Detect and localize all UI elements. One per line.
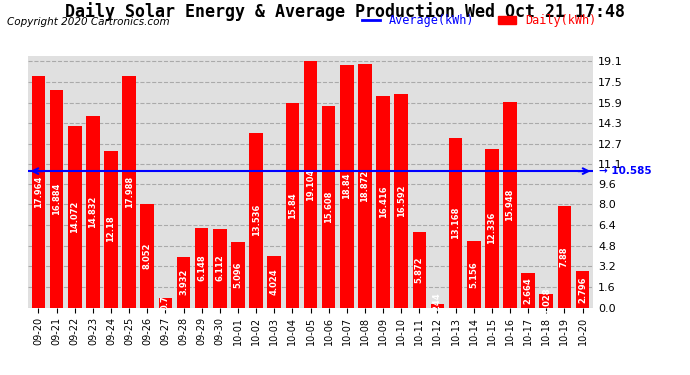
Bar xyxy=(485,148,499,308)
Bar xyxy=(286,104,299,308)
Bar xyxy=(213,229,226,308)
Text: 6.148: 6.148 xyxy=(197,255,206,281)
Bar xyxy=(159,298,172,307)
Text: 15.84: 15.84 xyxy=(288,192,297,219)
Text: 2.796: 2.796 xyxy=(578,276,587,303)
Text: Copyright 2020 Cartronics.com: Copyright 2020 Cartronics.com xyxy=(7,17,170,27)
Bar xyxy=(32,76,46,308)
Bar xyxy=(104,151,118,308)
Text: 18.84: 18.84 xyxy=(342,173,351,200)
Text: → 10.585: → 10.585 xyxy=(599,166,651,176)
Bar xyxy=(50,90,63,308)
Text: 2.664: 2.664 xyxy=(524,277,533,304)
Bar xyxy=(340,65,353,308)
Text: 4.024: 4.024 xyxy=(270,268,279,295)
Bar xyxy=(448,138,462,308)
Legend: Average(kWh), Daily(kWh): Average(kWh), Daily(kWh) xyxy=(357,10,601,32)
Text: 17.964: 17.964 xyxy=(34,176,43,208)
Text: 14.072: 14.072 xyxy=(70,201,79,233)
Bar xyxy=(540,294,553,307)
Text: 0.7: 0.7 xyxy=(161,296,170,310)
Text: 12.18: 12.18 xyxy=(106,216,115,242)
Bar xyxy=(522,273,535,308)
Text: 16.884: 16.884 xyxy=(52,183,61,215)
Text: 5.156: 5.156 xyxy=(469,261,478,288)
Text: 15.948: 15.948 xyxy=(506,189,515,221)
Bar xyxy=(304,62,317,308)
Bar xyxy=(358,64,372,308)
Text: 16.416: 16.416 xyxy=(379,185,388,218)
Text: 16.592: 16.592 xyxy=(397,184,406,217)
Text: 14.832: 14.832 xyxy=(88,196,97,228)
Text: 17.988: 17.988 xyxy=(125,176,134,208)
Bar xyxy=(322,106,335,308)
Text: 13.168: 13.168 xyxy=(451,207,460,239)
Text: 0.244: 0.244 xyxy=(433,292,442,319)
Bar xyxy=(268,256,281,308)
Bar xyxy=(575,272,589,308)
Text: 13.536: 13.536 xyxy=(252,204,261,237)
Bar xyxy=(68,126,81,308)
Text: 1.028: 1.028 xyxy=(542,288,551,314)
Bar xyxy=(503,102,517,308)
Bar xyxy=(413,232,426,308)
Text: 12.336: 12.336 xyxy=(487,212,496,244)
Bar xyxy=(86,116,99,308)
Bar xyxy=(376,96,390,308)
Bar xyxy=(467,241,480,308)
Bar xyxy=(395,94,408,308)
Text: 19.104: 19.104 xyxy=(306,168,315,201)
Text: 15.608: 15.608 xyxy=(324,191,333,223)
Bar xyxy=(431,304,444,307)
Text: 8.052: 8.052 xyxy=(143,242,152,269)
Bar xyxy=(141,204,154,308)
Bar xyxy=(249,133,263,308)
Bar xyxy=(122,76,136,307)
Text: 5.096: 5.096 xyxy=(233,261,242,288)
Text: 5.872: 5.872 xyxy=(415,256,424,283)
Text: Daily Solar Energy & Average Production Wed Oct 21 17:48: Daily Solar Energy & Average Production … xyxy=(65,2,625,21)
Text: 18.872: 18.872 xyxy=(360,170,369,202)
Bar xyxy=(177,257,190,307)
Bar xyxy=(558,206,571,308)
Text: 7.88: 7.88 xyxy=(560,246,569,267)
Bar xyxy=(195,228,208,308)
Bar xyxy=(231,242,245,308)
Text: 6.112: 6.112 xyxy=(215,255,224,282)
Text: 3.932: 3.932 xyxy=(179,269,188,296)
